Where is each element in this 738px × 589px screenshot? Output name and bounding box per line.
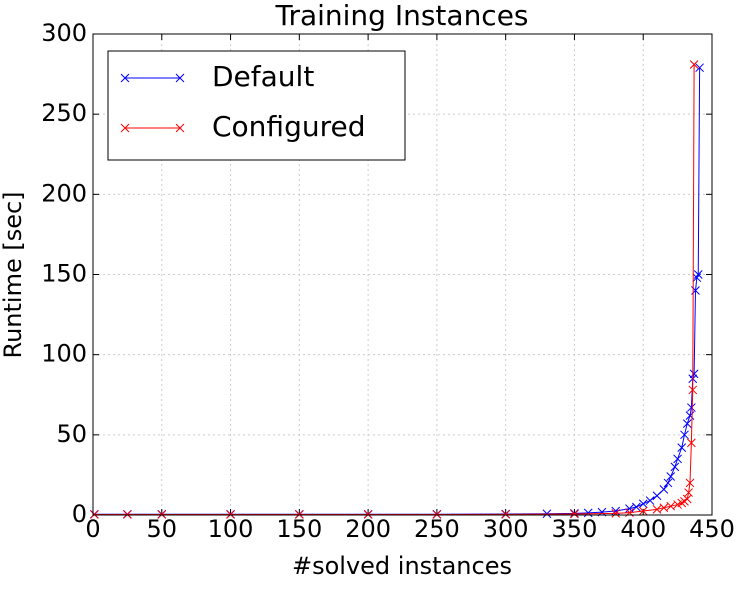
data-point xyxy=(677,443,687,453)
chart-title: Training Instances xyxy=(274,0,528,32)
data-point xyxy=(682,419,692,428)
data-point xyxy=(666,501,676,511)
x-tick-label: 150 xyxy=(276,515,322,543)
data-point xyxy=(684,488,693,497)
legend-marker xyxy=(175,123,185,133)
y-tick-label: 150 xyxy=(41,260,87,288)
data-point xyxy=(611,509,621,518)
y-tick-label: 50 xyxy=(56,420,87,448)
x-tick-label: 50 xyxy=(147,515,178,543)
data-point xyxy=(666,472,676,481)
data-point xyxy=(501,510,511,519)
data-point xyxy=(680,430,689,440)
data-point xyxy=(689,369,699,379)
data-point xyxy=(645,496,655,505)
data-point xyxy=(687,438,696,448)
x-tick-label: 400 xyxy=(620,515,666,543)
x-tick-label: 450 xyxy=(689,515,735,543)
x-tick-label: 100 xyxy=(208,515,254,543)
y-tick-label: 0 xyxy=(72,500,87,528)
legend-label: Default xyxy=(212,60,314,93)
plot-frame xyxy=(92,33,713,516)
x-tick-label: 200 xyxy=(345,515,391,543)
data-point xyxy=(689,60,699,69)
data-point xyxy=(625,504,634,513)
data-point xyxy=(583,508,593,518)
data-point xyxy=(685,411,695,420)
data-point xyxy=(685,478,695,488)
data-point xyxy=(670,462,680,472)
y-tick-label: 250 xyxy=(41,99,87,127)
y-tick-label: 200 xyxy=(41,179,87,207)
data-point xyxy=(688,385,698,395)
legend-box xyxy=(107,50,406,161)
y-tick-label: 300 xyxy=(41,19,87,47)
data-point xyxy=(663,478,673,488)
data-point xyxy=(673,454,682,464)
x-tick-label: 0 xyxy=(85,515,100,543)
x-axis-label: #solved instances xyxy=(292,552,512,580)
y-tick-label: 100 xyxy=(41,340,87,368)
data-point xyxy=(692,273,702,283)
data-point xyxy=(631,502,641,512)
data-point xyxy=(695,63,704,73)
x-tick-label: 350 xyxy=(552,515,598,543)
data-point xyxy=(659,484,669,494)
x-tick-label: 300 xyxy=(483,515,529,543)
data-point xyxy=(693,270,703,279)
data-point xyxy=(687,403,696,412)
legend-marker xyxy=(175,73,185,83)
data-point xyxy=(652,505,662,514)
data-point xyxy=(638,499,648,509)
data-point xyxy=(659,503,669,513)
data-point xyxy=(677,498,687,508)
x-tick-label: 250 xyxy=(414,515,460,543)
legend-marker xyxy=(120,73,130,83)
legend-label: Configured xyxy=(212,110,365,143)
data-point xyxy=(638,506,648,516)
data-point xyxy=(570,509,579,519)
legend-marker xyxy=(120,123,130,133)
y-axis-label: Runtime [sec] xyxy=(0,191,27,358)
